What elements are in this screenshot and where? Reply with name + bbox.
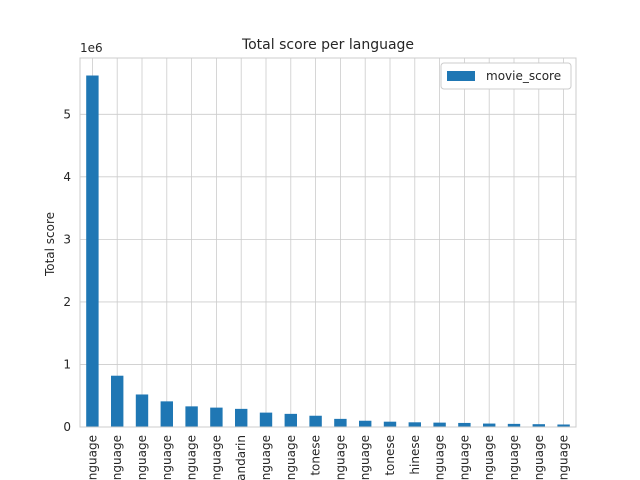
x-tick-label: nguage <box>160 435 174 480</box>
axes <box>79 57 577 428</box>
x-tick-label: nguage <box>85 435 99 480</box>
bar <box>135 394 149 427</box>
bar <box>408 422 421 427</box>
y-tick-label: 5 <box>63 107 71 121</box>
bar <box>309 415 322 427</box>
x-tick-label: nguage <box>185 435 199 480</box>
bar <box>259 412 273 427</box>
x-tick-label: nguage <box>482 435 496 480</box>
y-tick-label: 1 <box>63 357 71 371</box>
bar <box>507 423 521 427</box>
bar <box>557 424 570 427</box>
x-tick-label: nguage <box>507 435 521 480</box>
bar <box>86 75 99 427</box>
bar <box>160 401 173 427</box>
x-tick-label: nguage <box>532 435 546 480</box>
y-tick-label: 0 <box>63 420 71 434</box>
x-tick-label: nguage <box>209 435 223 480</box>
x-tick-label: nguage <box>457 435 471 480</box>
x-tick-label: andarin <box>234 435 248 480</box>
y-tick-label: 3 <box>63 232 71 246</box>
legend: movie_score <box>440 62 572 90</box>
bars <box>86 75 570 427</box>
y-tick-labels: 0 1 2 3 4 5 <box>63 107 71 434</box>
bar <box>210 407 223 427</box>
y-tick-label: 2 <box>63 295 71 309</box>
bar <box>111 375 124 427</box>
bar <box>185 406 198 427</box>
legend-swatch <box>447 71 475 81</box>
legend-box <box>440 62 572 90</box>
x-tick-label: hinese <box>408 435 422 475</box>
bar <box>235 408 248 427</box>
bar <box>383 421 397 427</box>
bar <box>359 420 372 427</box>
legend-label: movie_score <box>486 69 561 83</box>
y-offset-label: 1e6 <box>80 41 103 55</box>
x-tick-label: tonese <box>309 435 323 476</box>
x-tick-label: nguage <box>110 435 124 480</box>
bar <box>532 424 545 427</box>
bar <box>334 418 347 427</box>
x-tick-label: nguage <box>358 435 372 480</box>
x-tick-label: nguage <box>284 435 298 480</box>
grid-lines <box>80 58 576 428</box>
x-tick-label: nguage <box>557 435 571 480</box>
bar <box>284 413 297 427</box>
bar <box>433 422 446 427</box>
x-tick-label: nguage <box>135 435 149 480</box>
bar <box>458 422 471 427</box>
bar <box>483 423 496 427</box>
x-tick-labels: nguage nguage nguage nguage nguage nguage anda… <box>85 435 570 480</box>
chart-title: Total score per language <box>241 37 414 53</box>
x-tick-label: tonese <box>383 435 397 476</box>
y-axis-label: Total score <box>43 212 57 277</box>
x-tick-label: nguage <box>333 435 347 480</box>
x-tick-label: nguage <box>433 435 447 480</box>
plot-frame <box>79 57 577 428</box>
y-tick-label: 4 <box>63 170 71 184</box>
x-tick-label: nguage <box>259 435 273 480</box>
